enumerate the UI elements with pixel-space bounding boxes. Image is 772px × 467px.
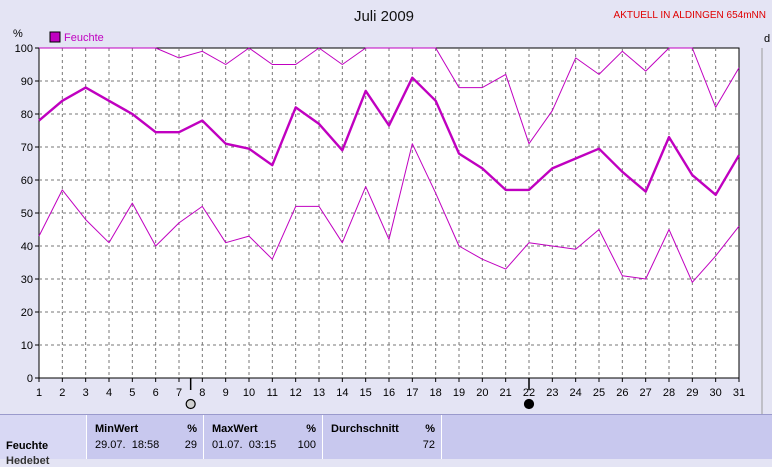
moon-marker-icon-1 xyxy=(523,398,535,410)
y-tick-label-80: 80 xyxy=(21,109,33,121)
average-value-cell: Durchschnitt % 72 xyxy=(323,415,442,459)
y-tick-label-70: 70 xyxy=(21,142,33,154)
max-timestamp: 01.07. 03:15 xyxy=(212,439,277,451)
max-value: 100 xyxy=(297,439,316,451)
min-value-cell: MinWert % 29.07. 18:58 29 xyxy=(87,415,204,459)
right-axis-label: d xyxy=(764,33,770,45)
x-tick-label-15: 15 xyxy=(360,387,372,399)
x-tick-label-4: 4 xyxy=(106,387,112,399)
y-tick-label-50: 50 xyxy=(21,208,33,220)
min-title: MinWert xyxy=(95,423,139,435)
series-line-1 xyxy=(38,76,741,197)
y-tick-label-100: 100 xyxy=(15,43,33,55)
x-tick-label-10: 10 xyxy=(243,387,255,399)
min-unit: % xyxy=(187,423,197,435)
x-tick-label-25: 25 xyxy=(593,387,605,399)
legend: Feuchte xyxy=(49,31,104,44)
moon-markers xyxy=(185,378,535,410)
x-tick-label-16: 16 xyxy=(383,387,395,399)
average-unit: % xyxy=(425,423,435,435)
legend-swatch xyxy=(49,31,61,43)
x-tick-label-14: 14 xyxy=(336,387,348,399)
station-note: AKTUELL IN ALDINGEN 654mNN xyxy=(614,10,766,21)
y-tick-label-0: 0 xyxy=(27,373,33,385)
y-tick-label-40: 40 xyxy=(21,241,33,253)
min-timestamp: 29.07. 18:58 xyxy=(95,439,160,451)
series-line-0 xyxy=(39,47,740,145)
x-tick-label-13: 13 xyxy=(313,387,325,399)
y-tick-label-20: 20 xyxy=(21,307,33,319)
stats-row-label: Feuchte xyxy=(6,440,49,452)
legend-label-feuchte: Feuchte xyxy=(64,32,104,44)
humidity-chart: Juli 2009 AKTUELL IN ALDINGEN 654mNN % d… xyxy=(13,8,770,414)
y-axis: 0 10 20 30 40 50 60 70 80 90 100 xyxy=(15,43,39,385)
stats-row-label-2: Hedebet xyxy=(6,455,50,467)
x-axis: 1 2 3 4 5 6 7 8 9 10 11 12 13 14 15 16 17 18 19 20 21 22 23 24 2… xyxy=(36,378,745,399)
x-tick-label-31: 31 xyxy=(733,387,745,399)
series-lines xyxy=(38,47,741,283)
min-value: 29 xyxy=(184,439,197,451)
x-tick-label-1: 1 xyxy=(36,387,42,399)
x-tick-label-18: 18 xyxy=(430,387,442,399)
y-axis-unit-label: % xyxy=(13,28,23,40)
x-tick-label-29: 29 xyxy=(686,387,698,399)
x-tick-label-12: 12 xyxy=(290,387,302,399)
x-tick-label-30: 30 xyxy=(710,387,722,399)
x-tick-label-8: 8 xyxy=(199,387,205,399)
x-tick-label-24: 24 xyxy=(570,387,582,399)
x-tick-label-20: 20 xyxy=(476,387,488,399)
x-tick-label-19: 19 xyxy=(453,387,465,399)
x-tick-label-5: 5 xyxy=(129,387,135,399)
x-tick-label-7: 7 xyxy=(176,387,182,399)
series-line-2 xyxy=(38,143,740,283)
y-tick-label-10: 10 xyxy=(21,340,33,352)
stats-panel: Feuchte Hedebet MinWert % 29.07. 18:58 2… xyxy=(0,414,772,467)
gridlines xyxy=(39,48,739,378)
x-tick-label-3: 3 xyxy=(83,387,89,399)
x-tick-label-17: 17 xyxy=(406,387,418,399)
x-tick-label-23: 23 xyxy=(546,387,558,399)
y-tick-label-90: 90 xyxy=(21,76,33,88)
x-tick-label-2: 2 xyxy=(59,387,65,399)
average-title: Durchschnitt xyxy=(331,423,399,435)
average-value: 72 xyxy=(422,439,435,451)
x-tick-label-11: 11 xyxy=(267,387,278,399)
x-tick-label-28: 28 xyxy=(663,387,675,399)
x-tick-label-21: 21 xyxy=(500,387,512,399)
x-tick-label-6: 6 xyxy=(153,387,159,399)
y-tick-label-60: 60 xyxy=(21,175,33,187)
max-title: MaxWert xyxy=(212,423,258,435)
max-unit: % xyxy=(306,423,316,435)
chart-title: Juli 2009 xyxy=(354,8,414,25)
x-tick-label-26: 26 xyxy=(616,387,628,399)
max-value-cell: MaxWert % 01.07. 03:15 100 xyxy=(204,415,323,459)
stats-label-cell: Feuchte Hedebet xyxy=(0,415,87,467)
moon-marker-icon-0 xyxy=(185,398,196,410)
x-tick-label-9: 9 xyxy=(223,387,229,399)
x-tick-label-22: 22 xyxy=(523,387,535,399)
x-tick-label-27: 27 xyxy=(640,387,652,399)
y-tick-label-30: 30 xyxy=(21,274,33,286)
